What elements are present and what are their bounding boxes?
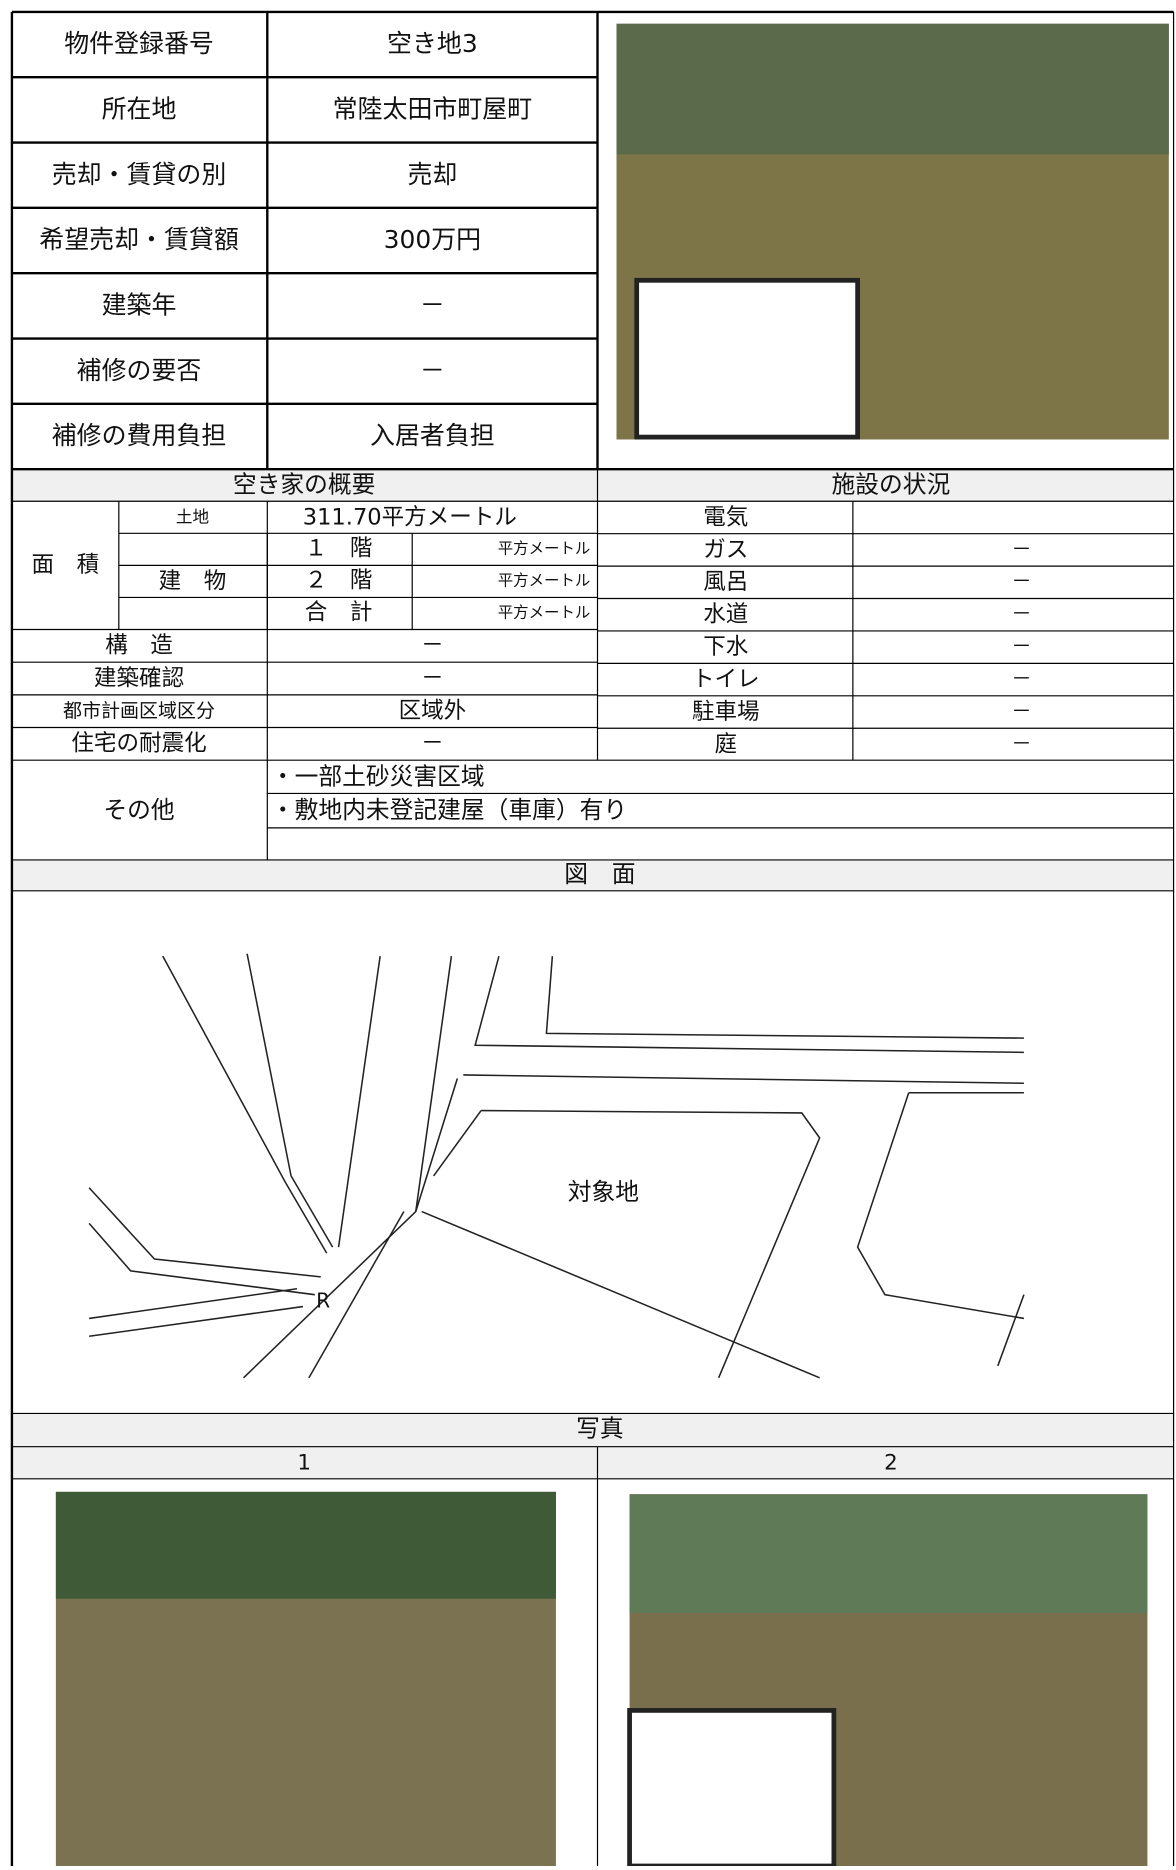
field-label: 補修の費用負担 xyxy=(52,421,227,450)
photo-number: 2 xyxy=(884,1450,898,1475)
field-label: 住宅の耐震化 xyxy=(71,731,206,757)
facility-status: － xyxy=(1011,537,1031,561)
section-header: 空き家の概要 xyxy=(233,470,376,498)
floor-value: 平方メートル xyxy=(498,539,591,557)
facility-status: － xyxy=(1011,634,1031,658)
header-band xyxy=(11,859,1174,891)
note: ・一部土砂災害区域 xyxy=(271,762,485,790)
facility-name: 駐車場 xyxy=(692,699,760,725)
section-header: 写真 xyxy=(576,1415,624,1443)
floor-value: 平方メートル xyxy=(498,603,591,621)
field-value: － xyxy=(420,290,445,319)
field-value: 空き地3 xyxy=(387,29,478,58)
field-label: 都市計画区域区分 xyxy=(63,700,215,722)
field-label: 構 造 xyxy=(105,633,173,659)
field-label: 希望売却・賃貸額 xyxy=(39,225,239,254)
header-band xyxy=(11,469,1174,502)
floor-value: 平方メートル xyxy=(498,571,591,589)
photo-main-bg xyxy=(616,23,1169,155)
facility-name: 風呂 xyxy=(703,569,748,595)
photo-sign-2 xyxy=(627,1708,837,1869)
field-label: 土地 xyxy=(176,507,210,526)
facility-name: ガス xyxy=(703,537,748,563)
floor-label: １ 階 xyxy=(305,535,373,561)
note: ・敷地内未登記建屋（車庫）有り xyxy=(271,796,627,824)
facility-status: － xyxy=(1011,699,1031,723)
field-value: － xyxy=(421,633,444,659)
photo-number: 1 xyxy=(297,1450,311,1475)
facility-name: 電気 xyxy=(703,504,748,530)
field-value: 常陸太田市町屋町 xyxy=(333,94,533,123)
field-value: 300万円 xyxy=(384,225,481,254)
field-value: 売却 xyxy=(407,160,457,189)
section-header: 図 面 xyxy=(564,860,635,888)
facility-name: 庭 xyxy=(715,731,738,757)
photo-sign xyxy=(634,277,861,440)
facility-status: － xyxy=(1011,602,1031,626)
facility-name: 水道 xyxy=(703,602,748,628)
field-value: 区域外 xyxy=(399,698,467,724)
header-band xyxy=(11,1446,1174,1479)
field-label: その他 xyxy=(103,796,174,824)
field-label: 補修の要否 xyxy=(77,356,202,385)
field-value: － xyxy=(421,731,444,757)
facility-status: － xyxy=(1011,667,1031,691)
header-band xyxy=(11,1413,1174,1447)
map-lines xyxy=(88,953,1025,1379)
field-label: 所在地 xyxy=(102,94,177,123)
field-value: － xyxy=(421,665,444,691)
field-label: 建 物 xyxy=(159,569,227,595)
facility-name: 下水 xyxy=(703,634,748,660)
facility-status: － xyxy=(1011,731,1031,755)
field-label: 物件登録番号 xyxy=(64,29,214,58)
photo-1-bg xyxy=(55,1491,556,1599)
photo-2-bg xyxy=(629,1494,1148,1614)
field-label: 建築年 xyxy=(102,290,177,319)
field-value: － xyxy=(420,356,445,385)
field-value: 入居者負担 xyxy=(370,421,495,450)
floor-label: ２ 階 xyxy=(305,567,373,593)
map-label: R xyxy=(316,1288,330,1312)
field-label: 売却・賃貸の別 xyxy=(52,160,227,189)
floor-label: 合 計 xyxy=(305,599,373,625)
facility-status: － xyxy=(1011,569,1031,593)
field-label: 建築確認 xyxy=(94,665,184,691)
facility-name: トイレ xyxy=(692,667,760,693)
map-label: 対象地 xyxy=(568,1178,639,1206)
field-value: 311.70平方メートル xyxy=(303,504,517,530)
field-label: 面 積 xyxy=(32,552,100,578)
section-header: 施設の状況 xyxy=(832,470,951,498)
